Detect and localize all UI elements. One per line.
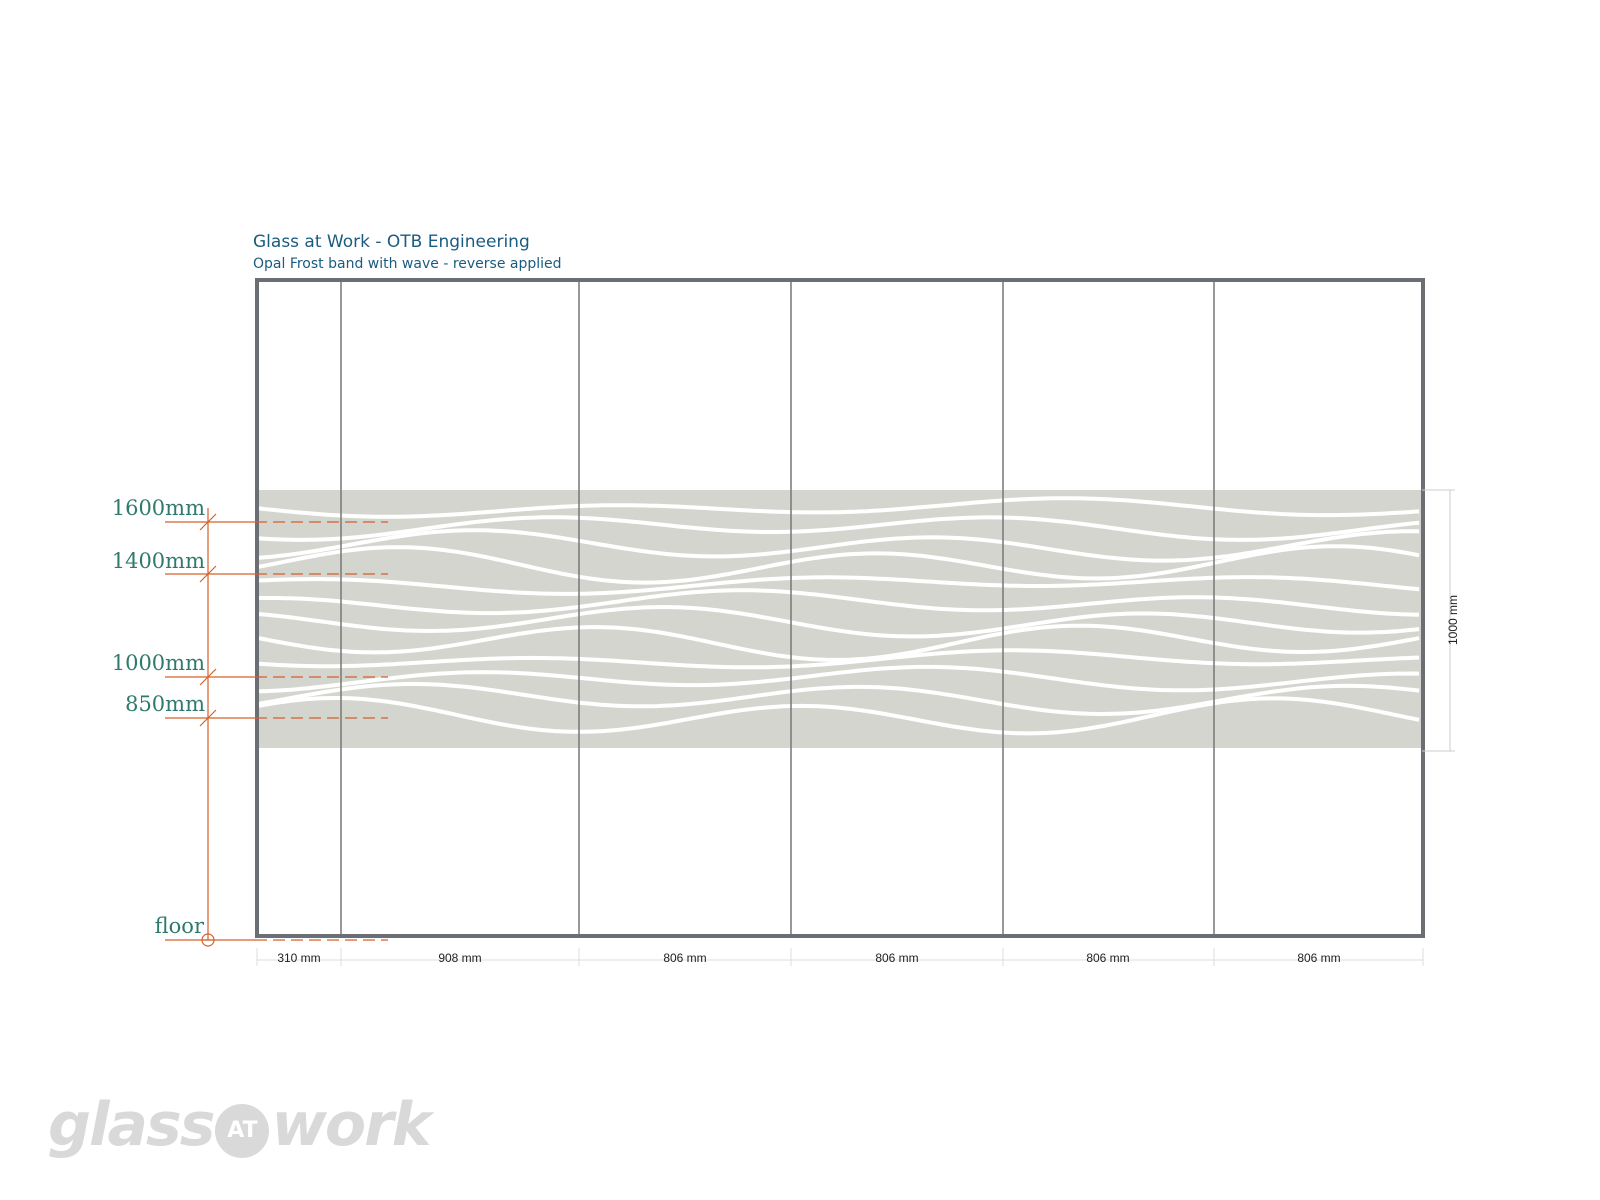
wave-line <box>254 575 1420 596</box>
marker-label-850: 850mm <box>125 692 205 716</box>
wave-pattern <box>254 496 1420 736</box>
panel-width-5: 806 mm <box>1086 951 1129 965</box>
wave-line <box>254 623 1420 662</box>
wave-line <box>254 528 1419 563</box>
drawing-title: Glass at Work - OTB Engineering <box>253 232 530 252</box>
panel-width-1: 310 mm <box>277 951 320 965</box>
height-markers <box>165 508 388 947</box>
logo-at-badge: AT <box>215 1104 270 1158</box>
wave-line <box>254 604 1420 639</box>
logo-part-glass: glass <box>48 1090 215 1160</box>
wave-line <box>254 588 1420 617</box>
wave-line <box>254 648 1420 670</box>
wave-line <box>254 544 1420 585</box>
marker-label-1400: 1400mm <box>112 549 205 573</box>
drawing-subtitle: Opal Frost band with wave - reverse appl… <box>253 256 562 272</box>
panel-width-4: 806 mm <box>875 951 918 965</box>
wave-line <box>254 496 1420 519</box>
marker-label-1600: 1600mm <box>112 496 205 520</box>
panel-width-6: 806 mm <box>1297 951 1340 965</box>
floor-label: floor <box>155 914 205 938</box>
panel-width-2: 908 mm <box>438 951 481 965</box>
band-height-label: 1000 mm <box>1446 595 1460 645</box>
wave-line <box>254 664 1420 694</box>
panel-width-3: 806 mm <box>663 951 706 965</box>
wave-line <box>254 515 1420 542</box>
band-height-dimension: 1000 mm <box>1422 489 1460 752</box>
wave-line <box>254 696 1420 736</box>
glass-at-work-logo: glass AT work <box>48 1090 432 1160</box>
glass-frame <box>255 278 1425 938</box>
marker-label-1000: 1000mm <box>112 651 205 675</box>
logo-part-work: work <box>271 1090 431 1160</box>
width-dimension-ticks <box>256 948 1424 966</box>
